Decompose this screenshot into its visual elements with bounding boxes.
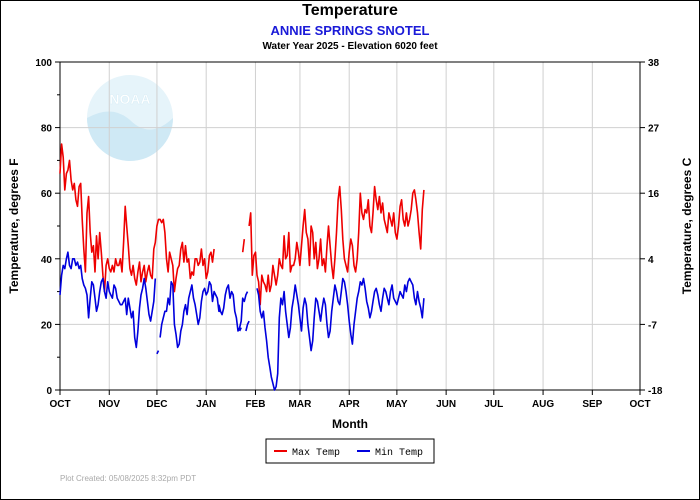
- chart-subtitle: Water Year 2025 - Elevation 6020 feet: [262, 41, 438, 52]
- x-tick-label: NOV: [98, 399, 120, 410]
- y-tick-label-right: 27: [648, 124, 660, 135]
- x-axis: OCT NOV DEC JAN FEB MAR APR MAY JUN JUL AUG SEP OCT: [49, 390, 651, 410]
- y-tick-label-left: 0: [46, 386, 52, 397]
- x-tick-label: SEP: [582, 399, 602, 410]
- y-tick-label-right: -7: [648, 320, 657, 331]
- max-temp-line: [59, 143, 215, 293]
- station-name: ANNIE SPRINGS SNOTEL: [270, 23, 430, 38]
- x-tick-label: MAR: [289, 399, 313, 410]
- x-tick-label: MAY: [386, 399, 408, 410]
- x-tick-label: JAN: [196, 399, 216, 410]
- y-tick-label-left: 60: [41, 189, 53, 200]
- min-temp-line: [156, 350, 160, 355]
- x-tick-label: AUG: [532, 399, 554, 410]
- x-tick-label: OCT: [49, 399, 70, 410]
- left-y-axis: 0 20 40 60 80 100: [35, 58, 60, 397]
- y-tick-label-left: 80: [41, 124, 53, 135]
- min-temp-line: [256, 277, 425, 391]
- x-axis-label: Month: [332, 417, 368, 431]
- min-temp-line: [238, 327, 242, 332]
- x-tick-label: DEC: [146, 399, 167, 410]
- x-tick-label: OCT: [629, 399, 650, 410]
- legend-min-label: Min Temp: [375, 447, 423, 459]
- x-tick-label: JUN: [436, 399, 456, 410]
- x-tick-label: APR: [339, 399, 361, 410]
- series-min-temp: [59, 251, 425, 391]
- chart-title: Temperature: [302, 2, 398, 19]
- noaa-logo-wave: [87, 111, 173, 161]
- grid-lines: [60, 62, 640, 390]
- y-tick-label-right: 4: [648, 255, 654, 266]
- x-tick-label: JUL: [484, 399, 503, 410]
- noaa-logo-watermark: NOAA: [87, 75, 173, 161]
- y-axis-label-right: Temperature, degrees C: [680, 157, 694, 294]
- y-tick-label-right: 16: [648, 189, 660, 200]
- min-temp-line: [159, 280, 249, 349]
- min-temp-line: [245, 320, 250, 332]
- y-tick-label-left: 40: [41, 255, 53, 266]
- y-tick-label-left: 20: [41, 320, 53, 331]
- x-tick-label: FEB: [245, 399, 265, 410]
- series-layer: [59, 143, 425, 391]
- min-temp-line: [59, 251, 157, 349]
- right-y-axis: -18 -7 4 16 27 38: [640, 58, 663, 397]
- noaa-logo-text: NOAA: [109, 91, 150, 107]
- y-axis-label-left: Temperature, degrees F: [7, 158, 21, 293]
- y-tick-label-right: 38: [648, 58, 660, 69]
- series-max-temp: [59, 143, 425, 306]
- max-temp-line: [241, 239, 246, 253]
- min-temp-line: [218, 304, 222, 312]
- plot-created-timestamp: Plot Created: 05/08/2025 8:32pm PDT: [60, 474, 197, 483]
- legend-box: [265, 438, 435, 464]
- max-temp-line: [248, 185, 425, 306]
- y-tick-label-right: -18: [648, 386, 663, 397]
- legend: Max Temp Min Temp: [265, 438, 435, 464]
- y-tick-label-left: 100: [35, 58, 52, 69]
- legend-max-label: Max Temp: [292, 448, 340, 459]
